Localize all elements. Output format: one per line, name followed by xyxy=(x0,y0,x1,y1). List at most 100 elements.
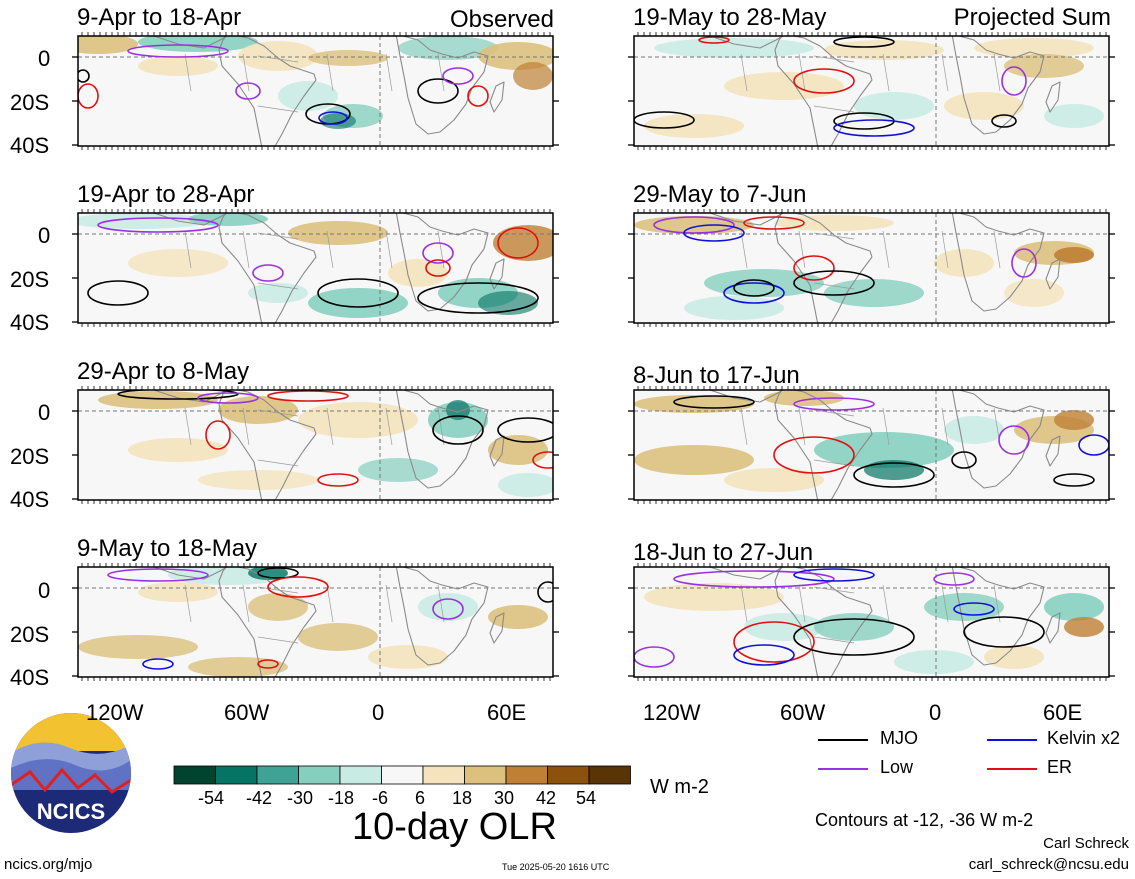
olr-anomaly-shading xyxy=(644,583,784,611)
filtered-olr-contour xyxy=(467,85,489,107)
map-panel xyxy=(72,563,559,681)
lat-label-40s-p1: 40S xyxy=(10,133,50,158)
coastline xyxy=(774,213,873,323)
border-line xyxy=(813,586,855,594)
filtered-olr-contour xyxy=(673,570,835,588)
olr-anomaly-shading xyxy=(278,81,338,111)
lon-label-120w-right: 120W xyxy=(643,700,701,725)
lat-label-0-p1: 0 xyxy=(38,46,51,71)
olr-anomaly-shading xyxy=(78,213,208,229)
filtered-olr-contour xyxy=(653,216,735,234)
filtered-olr-contour xyxy=(673,395,755,409)
border-line xyxy=(437,407,445,446)
legend-line-low xyxy=(818,768,868,770)
border-line xyxy=(740,407,748,446)
lat-label-20s-p3: 20S xyxy=(10,444,50,469)
lon-label-60w-left: 60W xyxy=(224,700,270,725)
border-line xyxy=(257,409,299,417)
coastline xyxy=(218,213,317,323)
panel-frame xyxy=(77,212,554,324)
olr-anomaly-shading xyxy=(308,50,388,66)
olr-anomaly-shading xyxy=(864,460,924,480)
border-line xyxy=(813,636,855,644)
border-line xyxy=(882,230,890,269)
panel-title-7: 8-Jun to 17-Jun xyxy=(633,362,800,389)
filtered-olr-contour xyxy=(142,658,174,670)
colorbar-tick-10: 54 xyxy=(576,788,597,808)
filtered-olr-contour xyxy=(497,417,553,443)
lon-label-0-right: 0 xyxy=(929,700,942,725)
panel-frame xyxy=(77,35,554,147)
border-line xyxy=(941,53,949,92)
filtered-olr-contour xyxy=(698,36,730,44)
border-line xyxy=(257,55,299,63)
filtered-olr-contour xyxy=(1011,248,1037,278)
olr-anomaly-shading xyxy=(446,400,470,420)
olr-anomaly-shading xyxy=(398,36,498,60)
border-line xyxy=(326,53,334,92)
legend-label-mjo: MJO xyxy=(880,728,918,748)
olr-anomaly-shading xyxy=(724,468,824,492)
panel-title-1: 9-Apr to 18-Apr xyxy=(77,4,242,31)
lat-label-40s-p2: 40S xyxy=(10,310,50,335)
colorbar-swatch xyxy=(256,765,299,785)
border-line xyxy=(437,584,445,623)
logo-wordmark: NCICS xyxy=(37,799,105,824)
panel-source-projected: Projected Sum xyxy=(953,4,1111,31)
border-line xyxy=(326,584,334,623)
lat-label-40s-p4: 40S xyxy=(10,665,50,690)
olr-anomaly-shading xyxy=(138,582,218,602)
border-line xyxy=(740,230,748,269)
border-line xyxy=(882,584,890,623)
border-line xyxy=(813,55,855,63)
panel-title-2: 19-Apr to 28-Apr xyxy=(77,181,255,208)
border-line xyxy=(184,407,192,446)
filtered-olr-contour xyxy=(235,82,261,100)
border-line xyxy=(257,232,299,240)
border-line xyxy=(385,407,393,446)
border-line xyxy=(941,230,949,269)
filtered-olr-contour xyxy=(205,420,231,450)
filtered-olr-contour xyxy=(432,598,464,620)
olr-anomaly-shading xyxy=(188,657,288,677)
map-panel xyxy=(628,386,1115,504)
coastline xyxy=(774,390,873,500)
coastline xyxy=(1045,612,1061,644)
coastline xyxy=(951,567,1045,666)
olr-anomaly-shading xyxy=(824,279,924,307)
coastline xyxy=(152,567,228,580)
olr-anomaly-shading xyxy=(78,36,138,54)
filtered-olr-contour xyxy=(793,397,875,411)
border-line xyxy=(184,230,192,269)
olr-anomaly-shading xyxy=(248,593,308,621)
panel-title-5: 19-May to 28-May xyxy=(633,4,827,31)
footer-timestamp: Tue 2025-05-20 1616 UTC xyxy=(502,862,610,872)
border-line xyxy=(798,584,806,623)
colorbar-units: W m-2 xyxy=(650,776,709,798)
filtered-olr-contour xyxy=(252,264,284,282)
colorbar-swatch xyxy=(547,765,590,785)
border-line xyxy=(326,230,334,269)
colorbar-swatch xyxy=(215,765,258,785)
filtered-olr-contour xyxy=(78,83,99,109)
filtered-olr-contour xyxy=(793,618,915,656)
lat-label-0-p4: 0 xyxy=(38,578,51,603)
olr-anomaly-shading xyxy=(634,216,754,234)
lat-label-20s-p4: 20S xyxy=(10,622,50,647)
colorbar-tick-9: 42 xyxy=(536,788,557,808)
filtered-olr-contour xyxy=(267,390,349,402)
border-line xyxy=(813,409,855,417)
border-line xyxy=(882,53,890,92)
olr-anomaly-shading xyxy=(368,645,448,669)
filtered-olr-contour xyxy=(733,621,815,663)
border-line xyxy=(242,53,250,92)
border-line xyxy=(740,53,748,92)
filtered-olr-contour xyxy=(793,568,875,582)
filtered-olr-contour xyxy=(723,282,785,304)
border-line xyxy=(242,407,250,446)
olr-anomaly-shading xyxy=(644,114,744,138)
olr-anomaly-shading xyxy=(128,438,228,462)
map-panel xyxy=(72,209,559,327)
coastline xyxy=(489,258,505,290)
